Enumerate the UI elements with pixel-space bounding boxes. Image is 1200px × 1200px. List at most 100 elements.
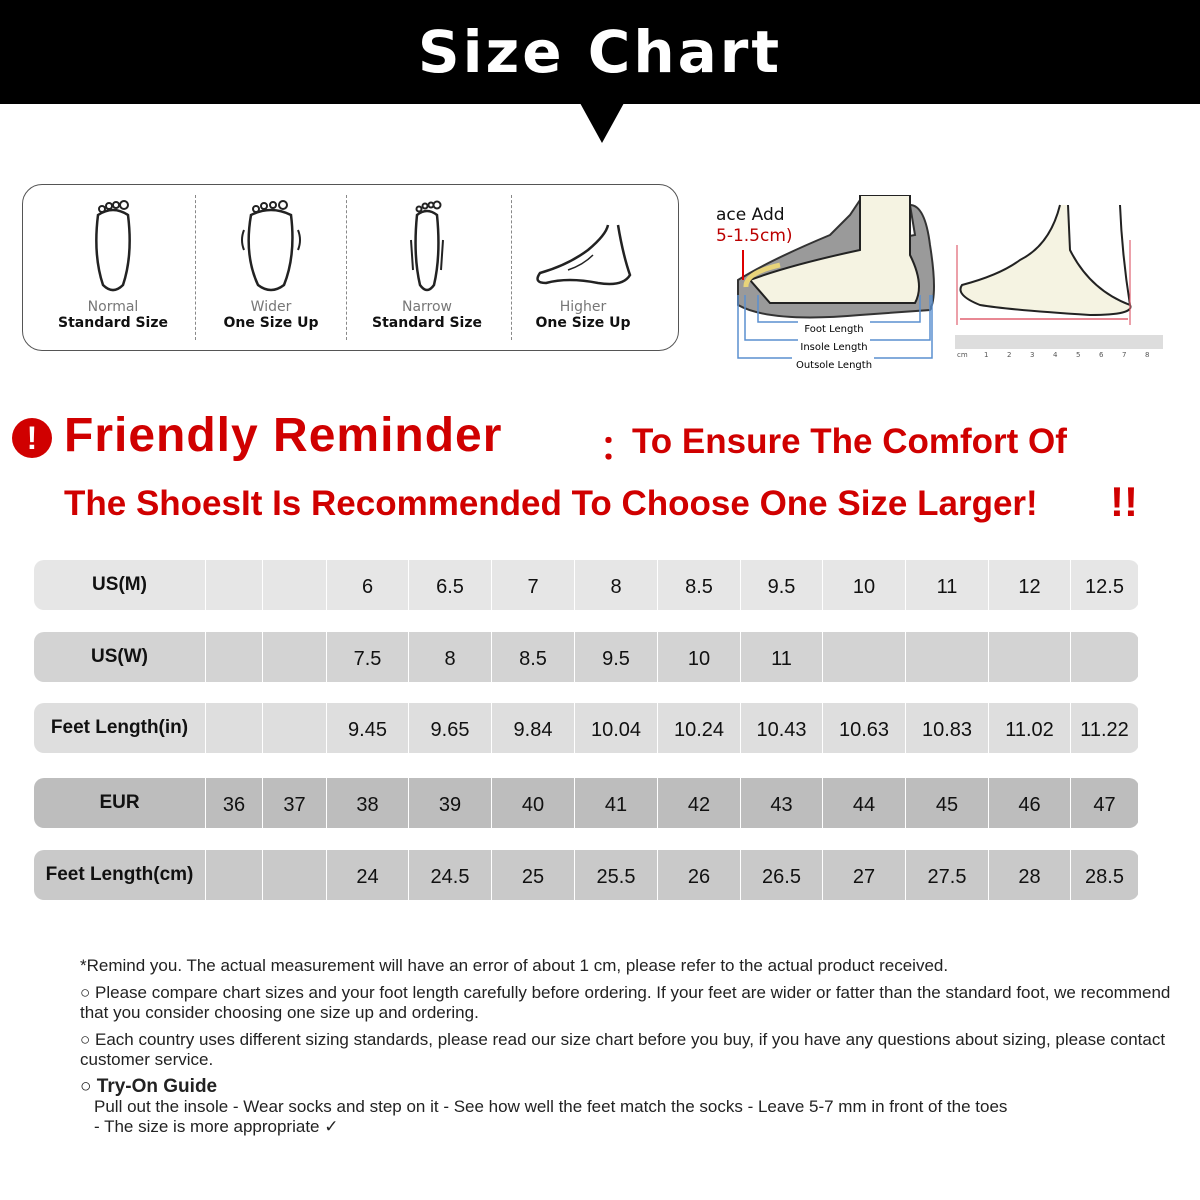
table-cell: 6 — [327, 560, 409, 610]
foot-type-size: Standard Size — [58, 315, 168, 331]
narrow-foot-icon — [410, 200, 444, 292]
normal-foot-icon — [95, 200, 131, 292]
title-banner: Size Chart — [0, 0, 1200, 104]
table-cell: 28 — [989, 850, 1071, 900]
table-row: EUR 36 37 38 39 40 41 42 43 44 45 46 47 — [34, 778, 1139, 828]
row-header: US(M) — [34, 560, 206, 610]
ruler-tick: 4 — [1053, 351, 1058, 359]
ruler-unit: cm — [957, 351, 968, 359]
table-cell: 46 — [989, 778, 1071, 828]
table-row: Feet Length(cm) 24 24.5 25 25.5 26 26.5 27 27.5 2… — [34, 850, 1139, 900]
table-cell: 10 — [658, 632, 741, 682]
exclamation-icon: ! — [12, 418, 52, 458]
foot-type-narrow: Narrow Standard Size — [367, 185, 487, 350]
table-cell: 25 — [492, 850, 575, 900]
table-cell: 11.02 — [989, 703, 1071, 753]
table-cell — [1071, 632, 1139, 682]
divider — [195, 195, 196, 340]
ruler — [955, 335, 1163, 349]
table-cell: 24 — [327, 850, 409, 900]
table-cell: 10.83 — [906, 703, 989, 753]
note-country-text: Each country uses different sizing stand… — [80, 1030, 1166, 1069]
foot-type-panel: Normal Standard Size Wider One Size Up N… — [22, 184, 679, 351]
table-cell: 41 — [575, 778, 658, 828]
table-cell — [206, 560, 263, 610]
table-cell: 6.5 — [409, 560, 492, 610]
row-header: Feet Length(cm) — [34, 850, 206, 900]
ruler-tick: 8 — [1145, 351, 1149, 359]
reminder-line1: To Ensure The Comfort Of — [632, 422, 1067, 461]
table-cell: 8.5 — [658, 560, 741, 610]
table-cell: 26.5 — [741, 850, 823, 900]
foot-type-higher: Higher One Size Up — [523, 185, 643, 350]
table-cell: 27 — [823, 850, 906, 900]
table-cell: 12 — [989, 560, 1071, 610]
table-cell: 10.24 — [658, 703, 741, 753]
table-cell: 10 — [823, 560, 906, 610]
table-cell: 10.63 — [823, 703, 906, 753]
foot-length-label: Foot Length — [804, 324, 863, 335]
table-cell — [989, 632, 1071, 682]
table-cell: 40 — [492, 778, 575, 828]
notes: *Remind you. The actual measurement will… — [80, 956, 1200, 1137]
table-cell: 26 — [658, 850, 741, 900]
table-cell — [206, 703, 263, 753]
foot-type-normal: Normal Standard Size — [53, 185, 173, 350]
table-cell: 47 — [1071, 778, 1139, 828]
reminder-line2: The ShoesIt Is Recommended To Choose One… — [64, 484, 1038, 523]
table-cell: 11 — [906, 560, 989, 610]
ruler-tick: 5 — [1076, 351, 1080, 359]
table-cell: 42 — [658, 778, 741, 828]
table-cell: 10.04 — [575, 703, 658, 753]
foot-side-icon — [959, 204, 1132, 317]
note-compare-text: Please compare chart sizes and your foot… — [80, 983, 1171, 1022]
table-cell: 12.5 — [1071, 560, 1139, 610]
row-header: US(W) — [34, 632, 206, 682]
table-cell: 43 — [741, 778, 823, 828]
foot-type-size: Standard Size — [372, 315, 482, 331]
table-cell: 7.5 — [327, 632, 409, 682]
table-row: Feet Length(in) 9.45 9.65 9.84 10.04 10.24 10.… — [34, 703, 1139, 753]
note-compare: ○ Please compare chart sizes and your fo… — [80, 983, 1171, 1022]
divider — [511, 195, 512, 340]
table-cell — [263, 560, 327, 610]
table-cell: 36 — [206, 778, 263, 828]
table-cell: 25.5 — [575, 850, 658, 900]
ruler-tick: 6 — [1099, 351, 1104, 359]
table-cell: 8.5 — [492, 632, 575, 682]
table-cell: 11 — [741, 632, 823, 682]
foot-type-label: Normal — [87, 299, 139, 315]
table-cell: 9.45 — [327, 703, 409, 753]
foot-type-label: Wider — [250, 299, 292, 315]
foot-type-size: One Size Up — [535, 315, 631, 331]
foot-type-size: One Size Up — [223, 315, 319, 331]
insole-length-label: Insole Length — [800, 342, 867, 353]
table-cell — [263, 850, 327, 900]
table-cell — [263, 632, 327, 682]
try-on-guide-title: ○ Try-On Guide — [80, 1076, 218, 1097]
ruler-tick: 2 — [1007, 351, 1011, 359]
table-cell: 8 — [409, 632, 492, 682]
table-cell — [206, 632, 263, 682]
ruler-tick: 1 — [984, 351, 988, 359]
note-country: ○ Each country uses different sizing sta… — [80, 1030, 1166, 1069]
table-cell: 27.5 — [906, 850, 989, 900]
high-arch-foot-icon — [536, 224, 632, 286]
table-row: US(M) 6 6.5 7 8 8.5 9.5 10 11 12 12.5 — [34, 560, 1139, 610]
table-cell — [823, 632, 906, 682]
try-on-guide-end: - The size is more appropriate ✓ — [94, 1117, 339, 1136]
table-cell: 9.5 — [741, 560, 823, 610]
table-cell — [206, 850, 263, 900]
note-measurement: *Remind you. The actual measurement will… — [80, 956, 949, 975]
foot-type-label: Higher — [559, 299, 607, 315]
banner-pointer — [580, 103, 624, 143]
table-cell: 38 — [327, 778, 409, 828]
table-cell: 9.65 — [409, 703, 492, 753]
foot-type-wider: Wider One Size Up — [211, 185, 331, 350]
table-cell: 44 — [823, 778, 906, 828]
outsole-length-label: Outsole Length — [796, 360, 872, 371]
table-cell: 39 — [409, 778, 492, 828]
shoe-measurement-diagram: ace Add 5-1.5cm) Foot Length Insole Leng… — [716, 195, 1163, 371]
table-cell: 7 — [492, 560, 575, 610]
wider-foot-icon — [241, 200, 301, 292]
